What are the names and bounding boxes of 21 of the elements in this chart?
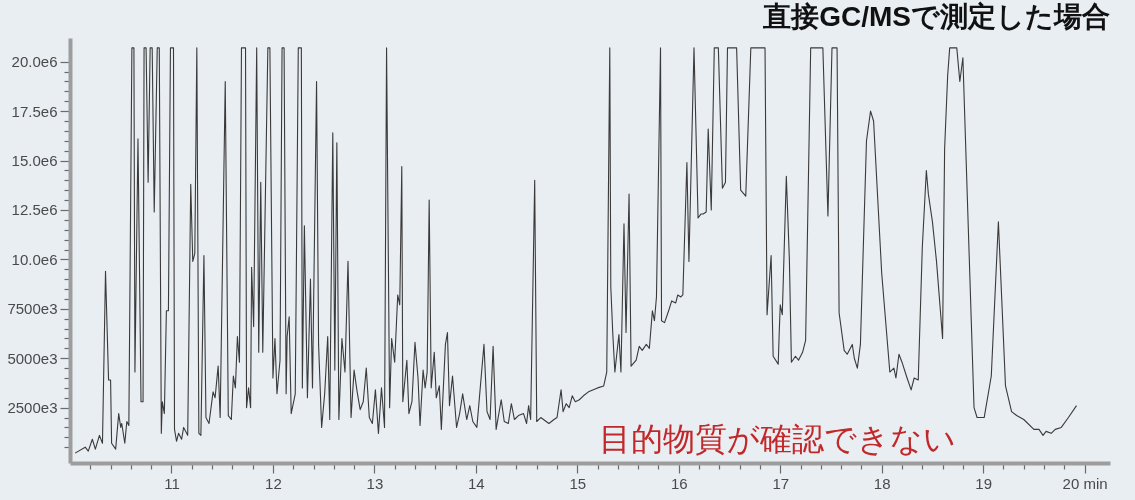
x-tick-label: 13 <box>366 474 384 492</box>
x-tick-label: 15 <box>569 474 587 492</box>
chart-title: 直接GC/MSで測定した場合 <box>762 1 1110 32</box>
x-tick-label: 18 <box>873 474 891 492</box>
y-tick-label: 10.0e6 <box>11 250 58 268</box>
y-tick-label: 7500e3 <box>7 300 58 318</box>
x-tick-label: 20 min <box>1062 474 1108 492</box>
y-tick-label: 20.0e6 <box>11 53 58 71</box>
x-tick-label: 16 <box>670 474 688 492</box>
y-tick-label: 12.5e6 <box>11 201 58 219</box>
x-tick-label: 14 <box>468 474 485 492</box>
x-tick-label: 17 <box>772 474 790 492</box>
y-tick-label: 5000e3 <box>7 349 58 367</box>
y-tick-label: 15.0e6 <box>11 152 58 170</box>
x-tick-label: 12 <box>265 474 282 492</box>
x-tick-label: 11 <box>164 474 180 492</box>
annotation: 目的物質が確認できない <box>598 421 956 457</box>
y-tick-label: 17.5e6 <box>11 102 58 120</box>
x-tick-label: 19 <box>975 474 993 492</box>
y-tick-label: 2500e3 <box>7 399 58 417</box>
line-series <box>74 47 1078 454</box>
